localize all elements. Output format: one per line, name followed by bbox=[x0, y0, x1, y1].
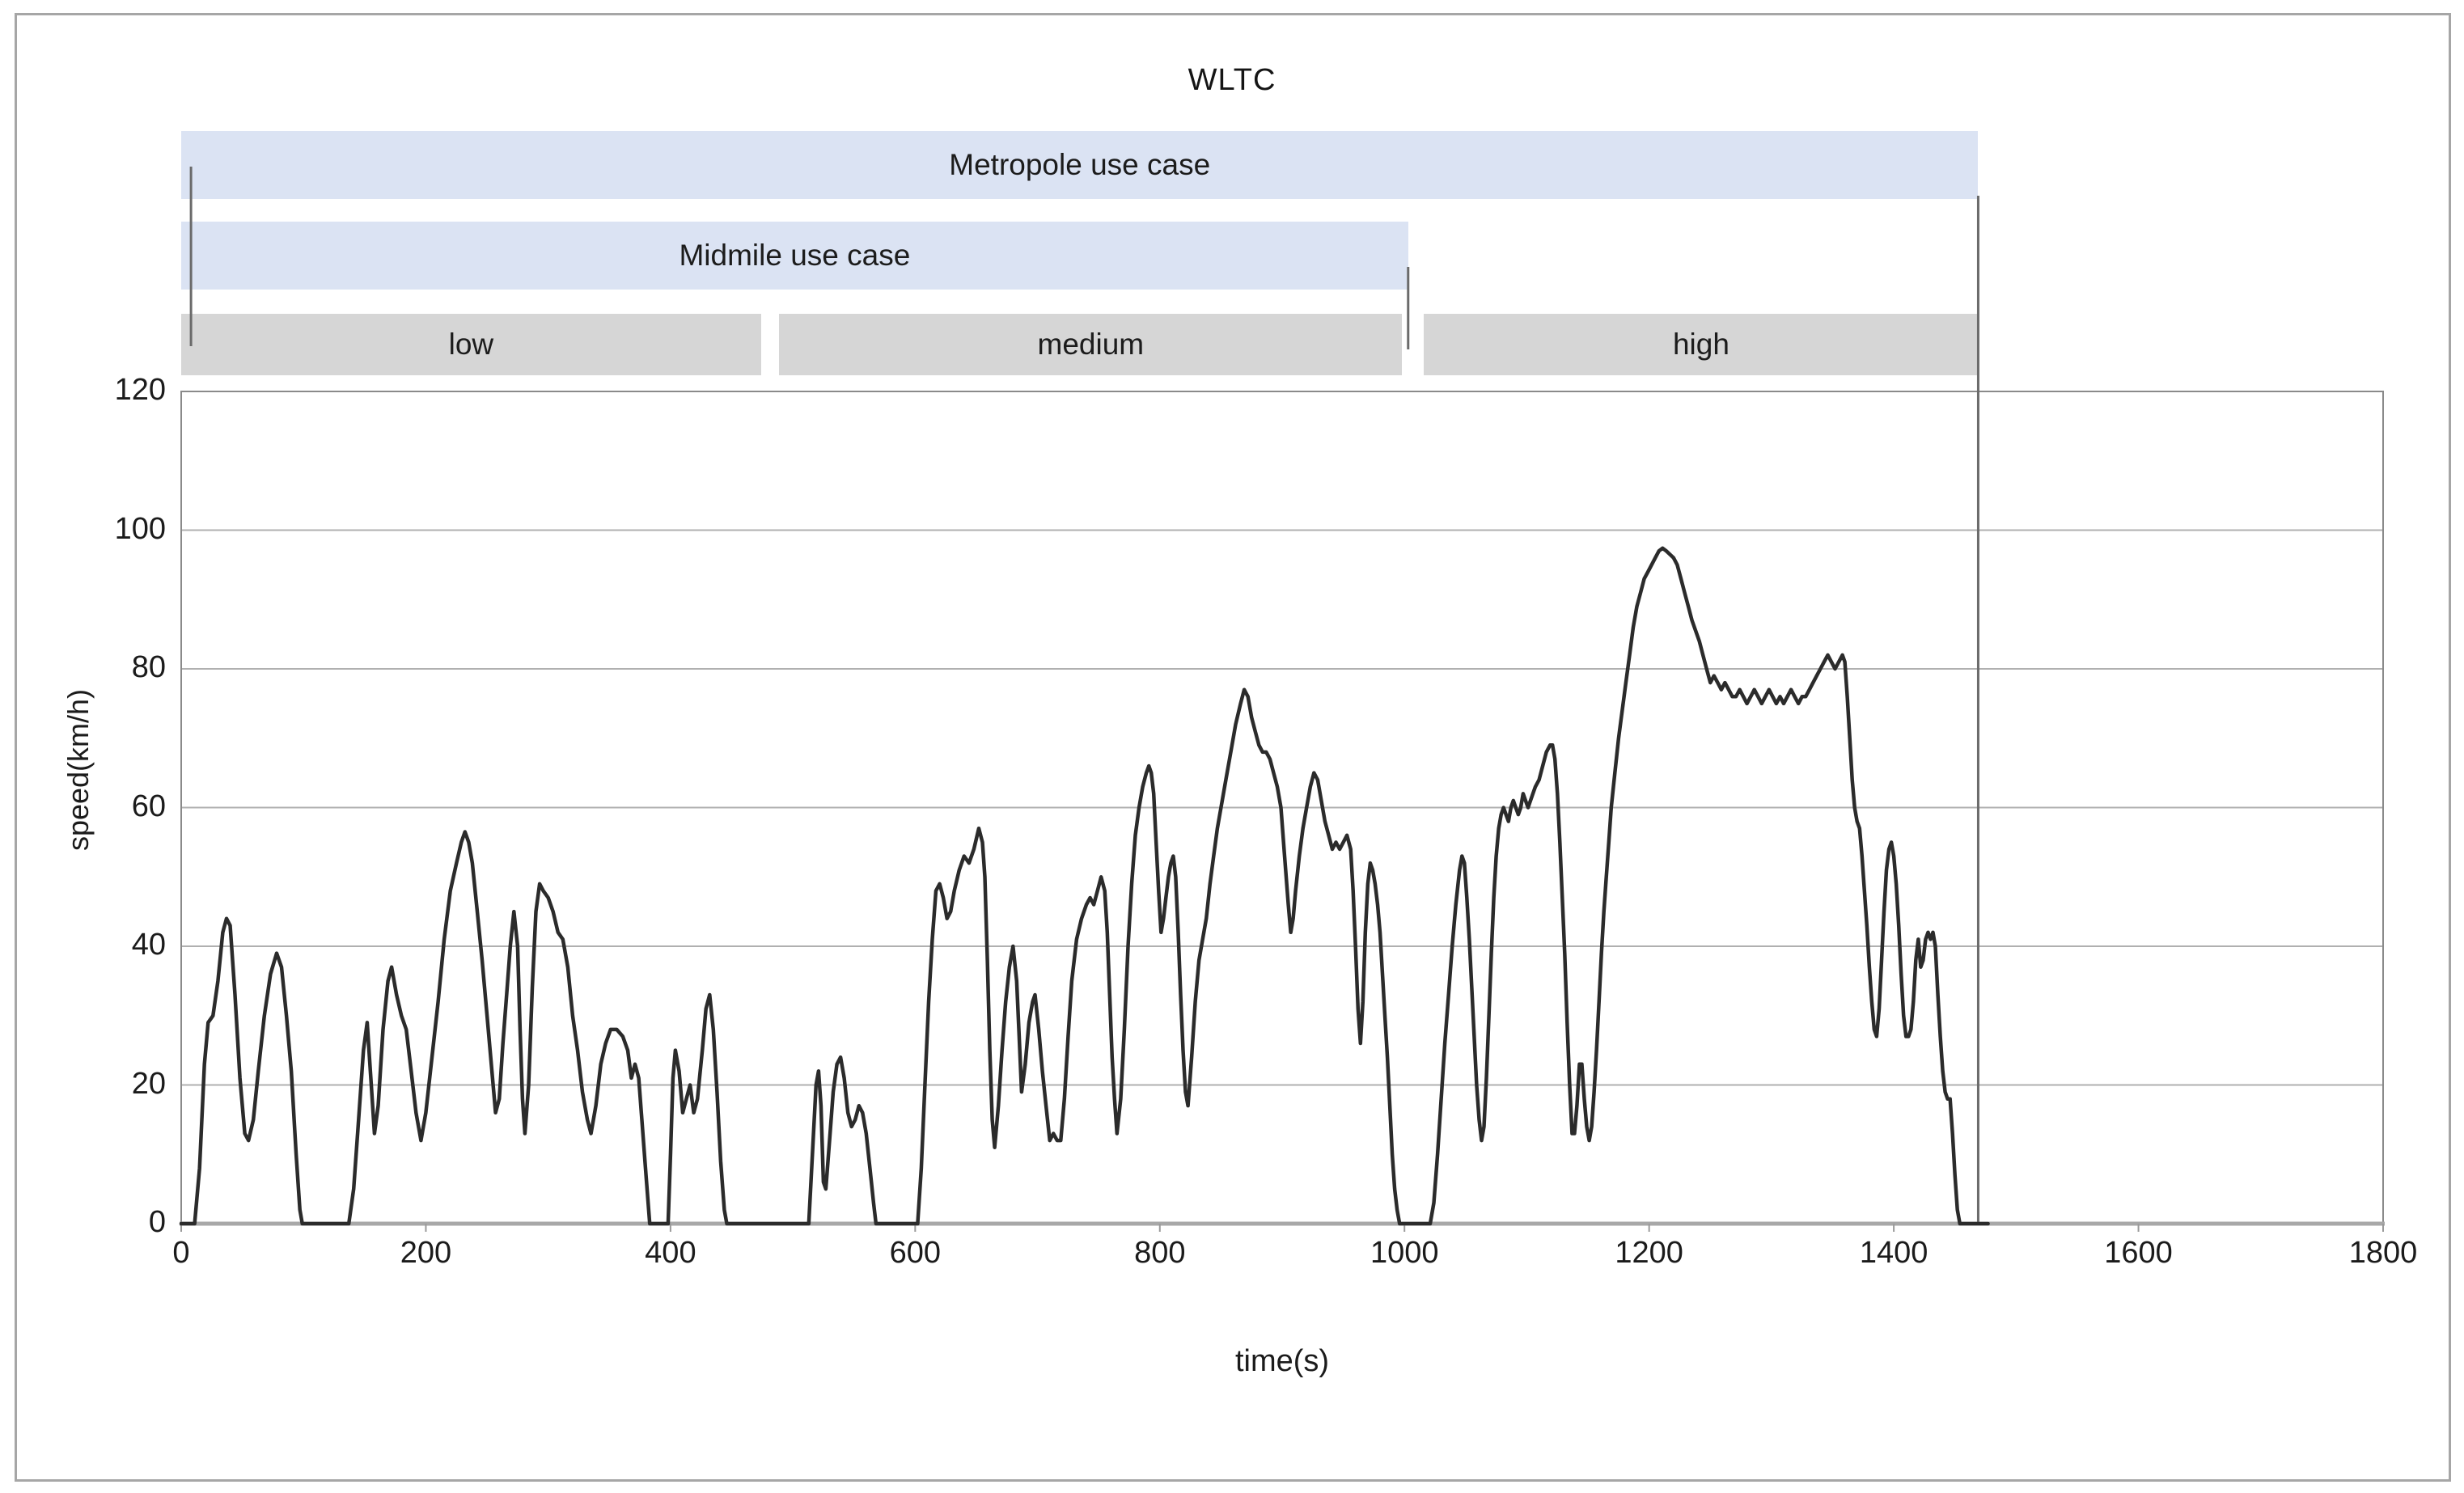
band-low-label: low bbox=[448, 328, 494, 361]
x-tick-label-1400: 1400 bbox=[1859, 1236, 1928, 1270]
y-tick-label-60: 60 bbox=[131, 789, 166, 823]
y-tick-label-80: 80 bbox=[131, 650, 166, 684]
band-midmile-label: Midmile use case bbox=[679, 239, 911, 272]
x-tick-label-400: 400 bbox=[645, 1236, 696, 1270]
band-phase-high: high bbox=[1424, 314, 1979, 375]
x-tick-label-1800: 1800 bbox=[2348, 1236, 2418, 1270]
x-axis-title: time(s) bbox=[1234, 1344, 1330, 1378]
y-tick-label-0: 0 bbox=[148, 1205, 166, 1239]
band-medium-label: medium bbox=[1037, 328, 1145, 361]
x-tick-label-1200: 1200 bbox=[1615, 1236, 1683, 1270]
band-phase-low: low bbox=[181, 314, 761, 375]
figure-border bbox=[15, 13, 2451, 1482]
y-tick-label-40: 40 bbox=[131, 928, 166, 962]
x-tick-label-1000: 1000 bbox=[1370, 1236, 1439, 1270]
band-phase-medium: medium bbox=[779, 314, 1403, 375]
x-tick-label-1600: 1600 bbox=[2104, 1236, 2173, 1270]
band-metropole-use-case: Metropole use case bbox=[181, 131, 1979, 199]
band-midmile-use-case: Midmile use case bbox=[181, 222, 1408, 290]
x-tick-label-600: 600 bbox=[889, 1236, 942, 1270]
y-axis-title: speed(km/h) bbox=[61, 688, 95, 852]
band-metropole-label: Metropole use case bbox=[949, 148, 1211, 181]
x-tick-label-200: 200 bbox=[400, 1236, 452, 1270]
x-tick-label-800: 800 bbox=[1134, 1236, 1186, 1270]
y-tick-label-120: 120 bbox=[114, 373, 166, 407]
band-high-label: high bbox=[1672, 328, 1729, 361]
x-tick-label-0: 0 bbox=[172, 1236, 190, 1270]
y-tick-label-100: 100 bbox=[114, 511, 166, 546]
y-tick-label-20: 20 bbox=[131, 1066, 166, 1101]
chart-title: WLTC bbox=[1188, 63, 1276, 97]
